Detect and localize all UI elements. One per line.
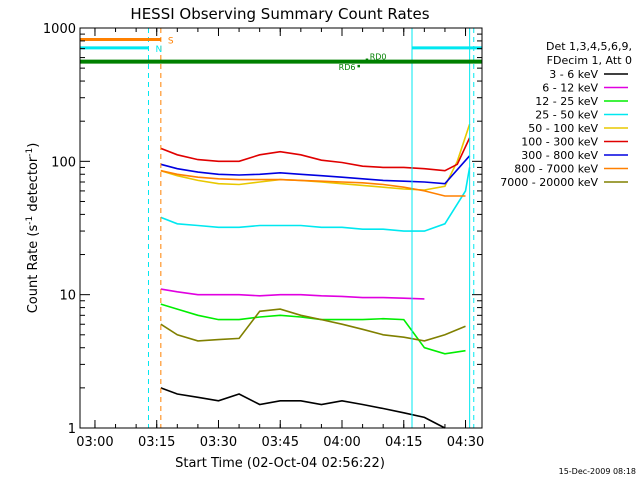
y-axis-label-part: detector (26, 156, 41, 216)
legend-header-1: FDecim 1, Att 0 (547, 54, 632, 67)
series-line-6 (160, 155, 471, 185)
legend-label-2: 12 - 25 keV (535, 95, 598, 108)
legend-label-4: 50 - 100 keV (528, 122, 598, 135)
series-line-4 (160, 123, 471, 191)
series-line-3 (160, 167, 471, 232)
series-line-0 (160, 387, 446, 429)
y-tick-label-2: 100 (51, 155, 76, 170)
annotation-marker-1 (365, 58, 369, 62)
y-axis: 1 10 100 1000 (43, 22, 482, 437)
flag-label-0: S (168, 36, 174, 46)
legend: Det 1,3,4,5,6,9,FDecim 1, Att 03 - 6 keV… (500, 40, 632, 189)
mission-markers: SN RD6 RD0 (79, 28, 482, 428)
y-axis-label-part: -1 (25, 148, 35, 157)
legend-label-5: 100 - 300 keV (521, 136, 598, 149)
annotation-marker-0 (357, 64, 360, 68)
annotation-label-0: RD6 (339, 63, 356, 72)
series-line-8 (160, 308, 466, 342)
legend-header-0: Det 1,3,4,5,6,9, (546, 40, 632, 53)
y-axis-label-part: Count Rate (s (26, 225, 41, 314)
x-tick-label-4: 04:00 (323, 435, 360, 450)
x-tick-label-6: 04:30 (447, 435, 484, 450)
plot-frame (79, 27, 483, 429)
x-tick-label-2: 03:30 (200, 435, 237, 450)
date-stamp: 15-Dec-2009 08:18 (559, 467, 636, 476)
series-line-7 (160, 169, 466, 197)
series-line-2 (160, 303, 466, 355)
x-axis-label: Start Time (02-Oct-04 02:56:22) (175, 456, 385, 471)
y-axis-label-part: ) (26, 143, 41, 148)
legend-label-0: 3 - 6 keV (549, 68, 598, 81)
legend-label-6: 300 - 800 keV (521, 149, 598, 162)
x-tick-label-3: 03:45 (262, 435, 299, 450)
legend-label-1: 6 - 12 keV (542, 82, 598, 95)
series-line-5 (160, 137, 471, 172)
x-tick-label-5: 04:15 (385, 435, 422, 450)
series-line-1 (160, 288, 425, 300)
y-tick-label-0: 1 (68, 422, 76, 437)
y-axis-label: Count Rate (s-1 detector-1) (25, 143, 41, 314)
chart-title: HESSI Observing Summary Count Rates (130, 5, 429, 23)
x-tick-label-0: 03:00 (76, 435, 113, 450)
y-tick-label-1: 10 (59, 289, 76, 304)
x-axis: 03:00 03:15 03:30 03:45 04:00 04:15 04:30 (76, 28, 484, 450)
legend-label-7: 800 - 7000 keV (514, 163, 598, 176)
flag-label-1: N (155, 45, 162, 55)
y-axis-label-part: -1 (25, 216, 35, 225)
annotation-label-1: RD0 (370, 53, 387, 62)
legend-label-8: 7000 - 20000 keV (500, 176, 598, 189)
x-tick-label-1: 03:15 (138, 435, 175, 450)
legend-label-3: 25 - 50 keV (535, 109, 598, 122)
y-tick-label-3: 1000 (43, 22, 76, 37)
plot-area (160, 123, 471, 429)
